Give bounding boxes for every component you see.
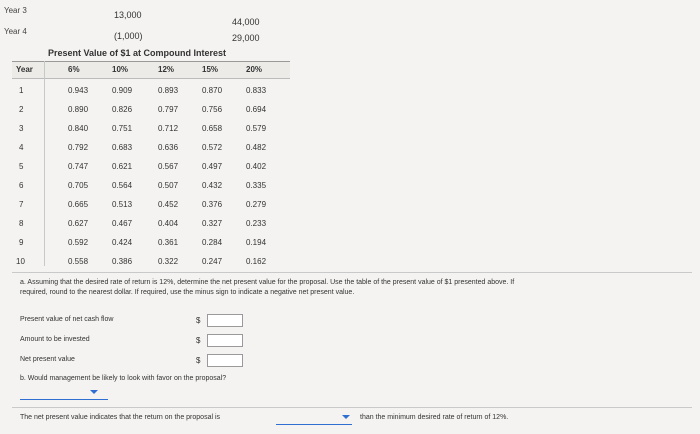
pv-factor-cell: 0.579	[246, 124, 267, 133]
pv-table-title: Present Value of $1 at Compound Interest	[48, 48, 227, 58]
currency-symbol: $	[196, 316, 201, 325]
pv-factor-cell: 0.797	[158, 105, 179, 114]
year-cell: 10	[16, 257, 25, 266]
pv-factor-cell: 0.402	[246, 162, 267, 171]
pv-factor-cell: 0.233	[246, 219, 267, 228]
pv-factor-cell: 0.694	[246, 105, 267, 114]
header-cell: 6%	[68, 65, 80, 74]
pv-factor-cell: 0.621	[112, 162, 133, 171]
section-divider	[12, 272, 692, 273]
pv-factor-cell: 0.943	[68, 86, 89, 95]
pv-factor-cell: 0.194	[246, 238, 267, 247]
year-cell: 3	[19, 124, 24, 133]
pv-factor-cell: 0.840	[68, 124, 89, 133]
pv-factor-cell: 0.890	[68, 105, 89, 114]
cash-row-value: 13,000	[114, 10, 142, 20]
favor-dropdown[interactable]	[20, 386, 108, 400]
year-cell: 4	[19, 143, 24, 152]
pv-factor-cell: 0.893	[158, 86, 179, 95]
pv-factor-cell: 0.497	[202, 162, 223, 171]
pv-factor-cell: 0.376	[202, 200, 223, 209]
pv-factor-cell: 0.386	[112, 257, 133, 266]
pv-factor-cell: 0.683	[112, 143, 133, 152]
pv-factor-cell: 0.558	[68, 257, 89, 266]
pv-factor-cell: 0.567	[158, 162, 179, 171]
pv-factor-cell: 0.705	[68, 181, 89, 190]
pv-factor-cell: 0.564	[112, 181, 133, 190]
pv-factor-cell: 0.756	[202, 105, 223, 114]
currency-symbol: $	[196, 336, 201, 345]
pv-factor-cell: 0.665	[68, 200, 89, 209]
pv-factor-cell: 0.322	[158, 257, 179, 266]
pv-factor-cell: 0.513	[112, 200, 133, 209]
year-cell: 2	[19, 105, 24, 114]
year-cell: 7	[19, 200, 24, 209]
pv-factor-cell: 0.279	[246, 200, 267, 209]
year-cell: 9	[19, 238, 24, 247]
chevron-down-icon	[342, 415, 350, 419]
pv-factor-cell: 0.162	[246, 257, 267, 266]
question-a-text: a. Assuming that the desired rate of ret…	[20, 279, 515, 286]
net-present-value-input[interactable]	[207, 354, 243, 367]
year-cell: 8	[19, 219, 24, 228]
header-cell: 10%	[112, 65, 129, 74]
pv-factor-cell: 0.826	[112, 105, 133, 114]
cash-row-value: 29,000	[232, 33, 260, 43]
pv-factor-cell: 0.572	[202, 143, 223, 152]
amount-invested-label: Amount to be invested	[20, 336, 90, 343]
header-cell: 20%	[246, 65, 263, 74]
chevron-down-icon	[90, 390, 98, 394]
pv-net-cash-flow-input[interactable]	[207, 314, 243, 327]
pv-factor-cell: 0.870	[202, 86, 223, 95]
dropdown-underline	[20, 399, 108, 400]
pv-factor-cell: 0.792	[68, 143, 89, 152]
year-cell: 1	[19, 86, 24, 95]
pv-factor-cell: 0.284	[202, 238, 223, 247]
cash-row-label: Year 4	[4, 27, 27, 36]
pv-factor-cell: 0.432	[202, 181, 223, 190]
section-divider	[12, 407, 692, 408]
question-a-text: required, round to the nearest dollar. I…	[20, 289, 355, 296]
header-cell: 12%	[158, 65, 175, 74]
conclusion-sentence-end: than the minimum desired rate of return …	[360, 414, 509, 421]
comparison-dropdown[interactable]	[276, 411, 352, 425]
cash-row-value: 44,000	[232, 17, 260, 27]
header-cell: Year	[16, 65, 33, 74]
pv-factor-cell: 0.751	[112, 124, 133, 133]
pv-factor-cell: 0.467	[112, 219, 133, 228]
question-b-text: b. Would management be likely to look wi…	[20, 375, 227, 382]
pv-factor-cell: 0.452	[158, 200, 179, 209]
currency-symbol: $	[196, 356, 201, 365]
pv-factor-cell: 0.636	[158, 143, 179, 152]
pv-factor-cell: 0.658	[202, 124, 223, 133]
cash-row-value: (1,000)	[114, 31, 143, 41]
header-cell: 15%	[202, 65, 219, 74]
pv-factor-cell: 0.404	[158, 219, 179, 228]
column-divider	[44, 61, 45, 266]
pv-net-cash-flow-label: Present value of net cash flow	[20, 316, 114, 323]
pv-factor-cell: 0.507	[158, 181, 179, 190]
pv-factor-cell: 0.747	[68, 162, 89, 171]
pv-factor-cell: 0.592	[68, 238, 89, 247]
pv-factor-cell: 0.335	[246, 181, 267, 190]
year-cell: 6	[19, 181, 24, 190]
pv-factor-cell: 0.247	[202, 257, 223, 266]
pv-factor-cell: 0.909	[112, 86, 133, 95]
dropdown-underline	[276, 424, 352, 425]
pv-table: Year 6% 10% 12% 15% 20% 1 0.943 0.909 0.893…	[12, 61, 290, 266]
amount-invested-input[interactable]	[207, 334, 243, 347]
pv-factor-cell: 0.627	[68, 219, 89, 228]
pv-factor-cell: 0.327	[202, 219, 223, 228]
pv-table-header: Year 6% 10% 12% 15% 20%	[12, 61, 290, 79]
pv-factor-cell: 0.361	[158, 238, 179, 247]
pv-factor-cell: 0.424	[112, 238, 133, 247]
pv-factor-cell: 0.482	[246, 143, 267, 152]
year-cell: 5	[19, 162, 24, 171]
conclusion-sentence-start: The net present value indicates that the…	[20, 414, 221, 421]
pv-factor-cell: 0.833	[246, 86, 267, 95]
pv-factor-cell: 0.712	[158, 124, 179, 133]
cash-row-label: Year 3	[4, 6, 27, 15]
net-present-value-label: Net present value	[20, 356, 75, 363]
